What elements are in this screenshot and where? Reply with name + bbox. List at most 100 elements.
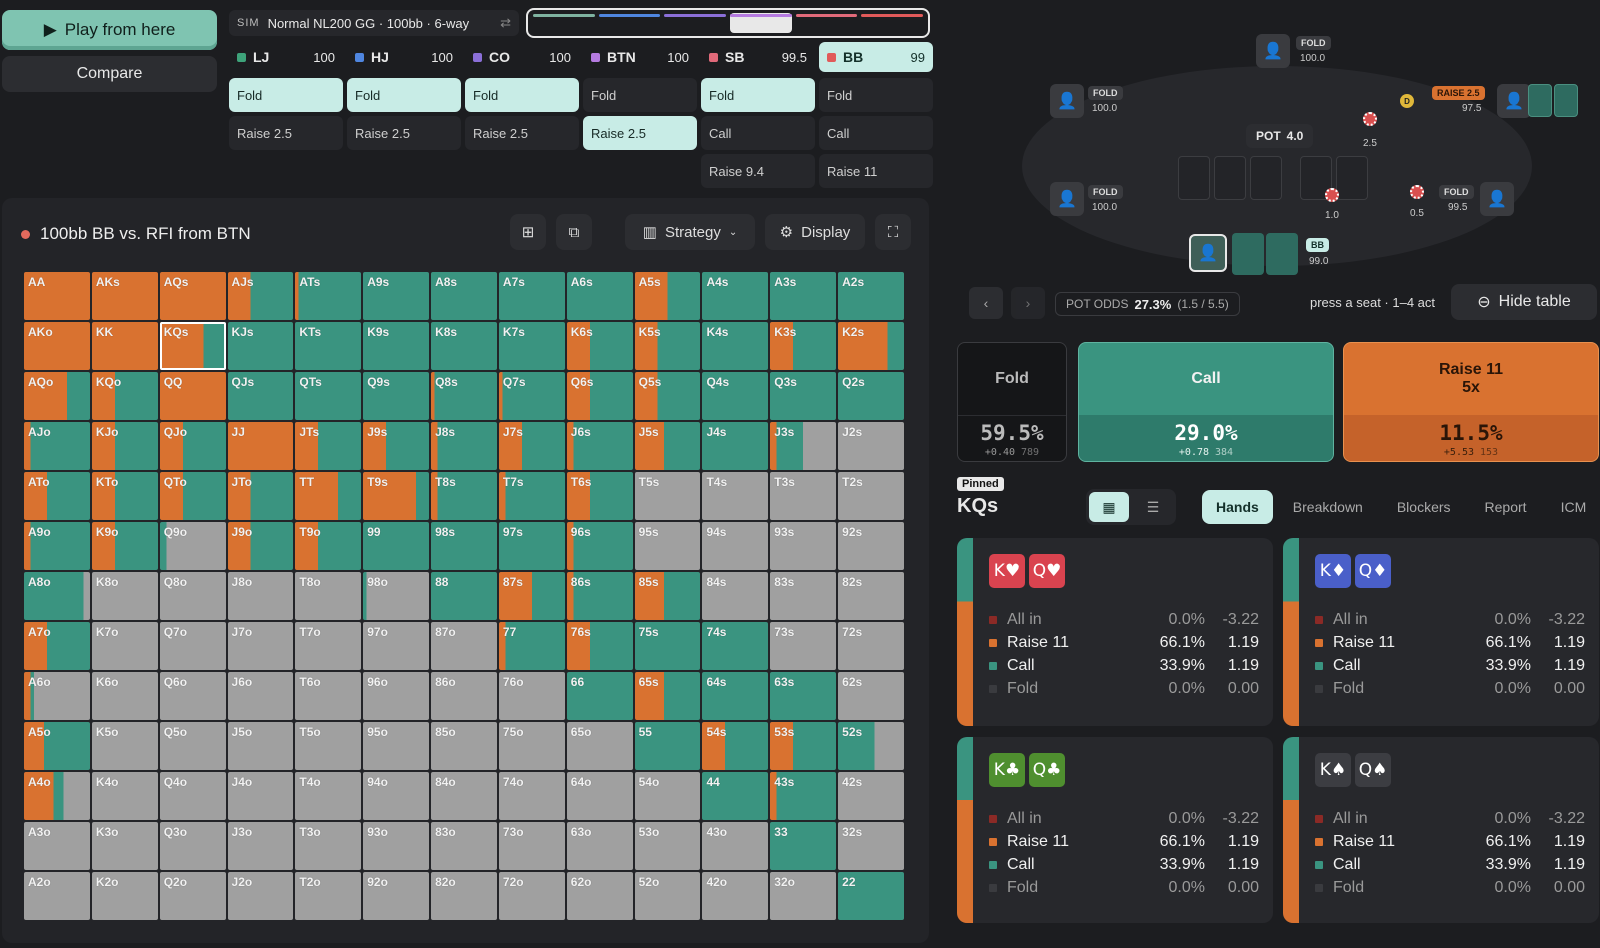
hand-cell[interactable]: 33	[770, 822, 837, 870]
hand-cell[interactable]: 42o	[702, 872, 769, 920]
hand-cell[interactable]: A8o	[24, 572, 90, 620]
hand-cell[interactable]: JJ	[227, 422, 294, 470]
player-header-hj[interactable]: HJ 100	[347, 42, 461, 72]
hand-cell[interactable]: KJo	[91, 422, 158, 470]
grid-view-button[interactable]: ▦	[1089, 492, 1129, 522]
hand-cell[interactable]: Q3s	[770, 372, 837, 420]
hand-cell[interactable]: 99	[363, 522, 430, 570]
hand-cell[interactable]: QJo	[159, 422, 226, 470]
hand-cell[interactable]: AQo	[24, 372, 90, 420]
hand-cell[interactable]: T6s	[566, 472, 633, 520]
hand-cell[interactable]: K3s	[770, 322, 837, 370]
hand-cell[interactable]: Q9s	[363, 372, 430, 420]
hand-cell[interactable]: T4s	[702, 472, 769, 520]
hand-cell[interactable]: 72o	[498, 872, 565, 920]
player-header-bb[interactable]: BB 99	[819, 42, 933, 72]
hand-cell[interactable]: 52s	[838, 722, 904, 770]
action-option[interactable]: Fold	[701, 78, 815, 112]
hand-cell[interactable]: 53o	[634, 822, 701, 870]
hand-cell[interactable]: 63s	[770, 672, 837, 720]
hand-cell[interactable]: A8s	[431, 272, 497, 320]
play-from-here-button[interactable]: ▶ Play from here	[2, 10, 217, 50]
hand-cell[interactable]: J5o	[227, 722, 294, 770]
strategy-dropdown[interactable]: ▥ Strategy ⌄	[625, 214, 755, 250]
hand-cell[interactable]: J4s	[702, 422, 769, 470]
hand-cell[interactable]: 95o	[363, 722, 430, 770]
hand-cell[interactable]: T2o	[295, 872, 362, 920]
action-card-call[interactable]: Call 29.0% +0.78 384	[1078, 342, 1334, 462]
hand-cell[interactable]: 93s	[770, 522, 837, 570]
combo-card[interactable]: K♥ Q♥ All in 0.0% -3.22 Raise 11 66.1% 1.19 Call…	[957, 538, 1273, 726]
tab-icm[interactable]: ICM	[1560, 499, 1587, 515]
hand-cell[interactable]: 97o	[363, 622, 430, 670]
hand-cell[interactable]: 98s	[431, 522, 497, 570]
hand-cell[interactable]: AA	[24, 272, 90, 320]
hand-cell[interactable]: 52o	[634, 872, 701, 920]
hand-cell[interactable]: K4s	[702, 322, 769, 370]
hand-cell[interactable]: AJs	[227, 272, 294, 320]
combo-card[interactable]: K♦ Q♦ All in 0.0% -3.22 Raise 11 66.1% 1.19 Call…	[1283, 538, 1599, 726]
hand-cell[interactable]: 84s	[702, 572, 769, 620]
hand-cell[interactable]: K9o	[91, 522, 158, 570]
hand-cell[interactable]: 32s	[838, 822, 904, 870]
tab-report[interactable]: Report	[1484, 499, 1527, 515]
hand-cell[interactable]: T5s	[634, 472, 701, 520]
combo-card[interactable]: K♠ Q♠ All in 0.0% -3.22 Raise 11 66.1% 1.19 Call…	[1283, 737, 1599, 923]
hand-cell[interactable]: T8o	[295, 572, 362, 620]
hand-cell[interactable]: 42s	[838, 772, 904, 820]
hand-cell[interactable]: 73o	[498, 822, 565, 870]
hand-cell[interactable]: 94s	[702, 522, 769, 570]
hand-cell[interactable]: Q6o	[159, 672, 226, 720]
hand-cell[interactable]: J9s	[363, 422, 430, 470]
hand-cell[interactable]: A6o	[24, 672, 90, 720]
hand-cell[interactable]: AKo	[24, 322, 90, 370]
hand-cell[interactable]: 54s	[702, 722, 769, 770]
hand-cell[interactable]: A2s	[838, 272, 904, 320]
seat-upper-right-avatar[interactable]: 👤	[1497, 84, 1531, 118]
hand-cell[interactable]: QTs	[295, 372, 362, 420]
hide-table-button[interactable]: ⊖ Hide table	[1451, 284, 1597, 320]
seat-lower-left-avatar[interactable]: 👤	[1050, 182, 1084, 216]
hand-cell[interactable]: Q7s	[498, 372, 565, 420]
hand-cell[interactable]: T9o	[295, 522, 362, 570]
hand-cell[interactable]: 63o	[566, 822, 633, 870]
hand-cell[interactable]: 54o	[634, 772, 701, 820]
hand-cell[interactable]: TT	[295, 472, 362, 520]
hand-cell[interactable]: J3s	[770, 422, 837, 470]
hand-cell[interactable]: 62o	[566, 872, 633, 920]
hand-cell[interactable]: 76o	[498, 672, 565, 720]
hand-cell[interactable]: Q7o	[159, 622, 226, 670]
hand-cell[interactable]: T3s	[770, 472, 837, 520]
hand-cell[interactable]: A4o	[24, 772, 90, 820]
hand-cell[interactable]: T2s	[838, 472, 904, 520]
action-option[interactable]: Raise 2.5	[465, 116, 579, 150]
hero-avatar[interactable]: 👤	[1189, 234, 1227, 272]
hand-cell[interactable]: Q8o	[159, 572, 226, 620]
hand-cell[interactable]: 96o	[363, 672, 430, 720]
progress-segment[interactable]	[795, 13, 858, 33]
hand-cell[interactable]: QJs	[227, 372, 294, 420]
hand-cell[interactable]: 32o	[770, 872, 837, 920]
hand-cell[interactable]: AJo	[24, 422, 90, 470]
hand-cell[interactable]: K5o	[91, 722, 158, 770]
hand-cell[interactable]: 74o	[498, 772, 565, 820]
hand-cell[interactable]: K5s	[634, 322, 701, 370]
hand-cell[interactable]: K2s	[838, 322, 904, 370]
action-option[interactable]: Fold	[229, 78, 343, 112]
copy-icon-button[interactable]: ⧉	[556, 214, 592, 250]
hand-cell[interactable]: 92s	[838, 522, 904, 570]
hand-cell[interactable]: Q5s	[634, 372, 701, 420]
hand-cell[interactable]: K7o	[91, 622, 158, 670]
hand-cell[interactable]: 86s	[566, 572, 633, 620]
list-view-button[interactable]: ☰	[1133, 492, 1173, 522]
hand-cell[interactable]: 87o	[431, 622, 497, 670]
hand-cell[interactable]: Q3o	[159, 822, 226, 870]
hand-cell[interactable]: K4o	[91, 772, 158, 820]
hand-cell[interactable]: 94o	[363, 772, 430, 820]
action-option[interactable]: Fold	[819, 78, 933, 112]
fullscreen-button[interactable]: ⛶	[875, 214, 911, 250]
progress-segment[interactable]	[598, 13, 661, 33]
action-card-fold[interactable]: Fold 59.5% +0.40 789	[957, 342, 1067, 462]
hand-cell[interactable]: J2o	[227, 872, 294, 920]
display-button[interactable]: ⚙ Display	[765, 214, 865, 250]
